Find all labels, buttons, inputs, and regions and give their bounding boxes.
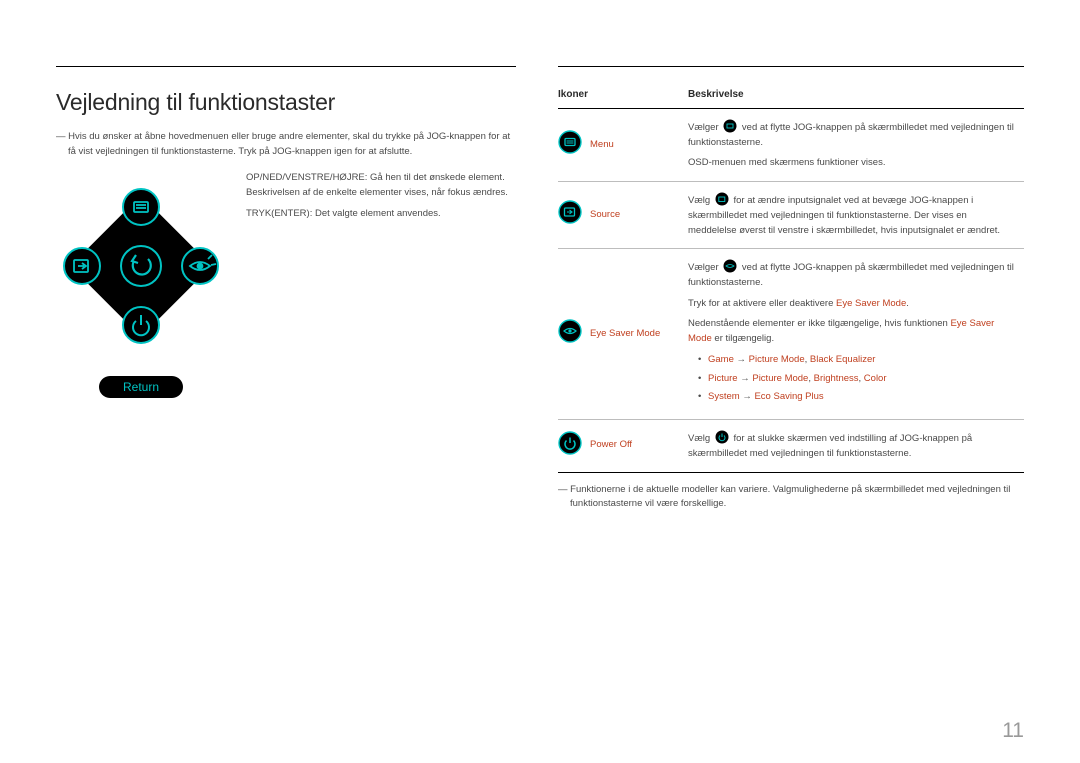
row-label: Menu [590,139,614,150]
source-inline-icon [715,192,729,206]
eye-inline-icon [723,259,737,273]
menu-icon [558,130,582,154]
power-icon [558,431,582,455]
row-label: Source [590,209,620,220]
table-row: Power Off Vælg for at slukke skærmen ved… [558,420,1024,472]
power-inline-icon [715,430,729,444]
page-number: 11 [1002,719,1024,743]
row-desc: Vælger ved at flytte JOG-knappen på skær… [688,109,1024,182]
jog-diagram: Return [56,171,226,398]
table-row: Source Vælg for at ændre inputsignalet v… [558,182,1024,249]
bullet-item: System → Eco Saving Plus [698,390,1018,405]
th-icons: Ikoner [558,89,688,109]
menu-inline-icon [723,119,737,133]
row-desc: Vælg for at ændre inputsignalet ved at b… [688,182,1024,249]
return-pill: Return [99,376,183,398]
bullet-item: Game → Picture Mode, Black Equalizer [698,353,1018,368]
row-desc: Vælg for at slukke skærmen ved indstilli… [688,420,1024,472]
table-row: Menu Vælger ved at flytte JOG-knappen på… [558,109,1024,182]
row-desc: Vælger ved at flytte JOG-knappen på skær… [688,249,1024,420]
th-desc: Beskrivelse [688,89,1024,109]
table-footnote: Funktionerne i de aktuelle modeller kan … [558,483,1024,512]
nav-instructions: OP/NED/VENSTRE/HØJRE: Gå hen til det øns… [246,171,516,227]
nav-line-1: OP/NED/VENSTRE/HØJRE: Gå hen til det øns… [246,171,516,200]
row-label: Eye Saver Mode [590,328,660,339]
source-icon [558,200,582,224]
nav-line-2: TRYK(ENTER): Det valgte element anvendes… [246,207,516,222]
intro-note: Hvis du ønsker at åbne hovedmenuen eller… [56,130,516,159]
right-column: Ikoner Beskrivelse Menu [558,66,1024,512]
five-way-nav-svg [56,171,226,361]
bullet-item: Picture → Picture Mode, Brightness, Colo… [698,372,1018,387]
icon-description-table: Ikoner Beskrivelse Menu [558,89,1024,473]
page-title: Vejledning til funktionstaster [56,89,516,116]
eye-icon [558,319,582,343]
table-row: Eye Saver Mode Vælger ved at flytte JOG-… [558,249,1024,420]
left-column: Vejledning til funktionstaster Hvis du ø… [56,66,516,512]
row-label: Power Off [590,439,632,450]
